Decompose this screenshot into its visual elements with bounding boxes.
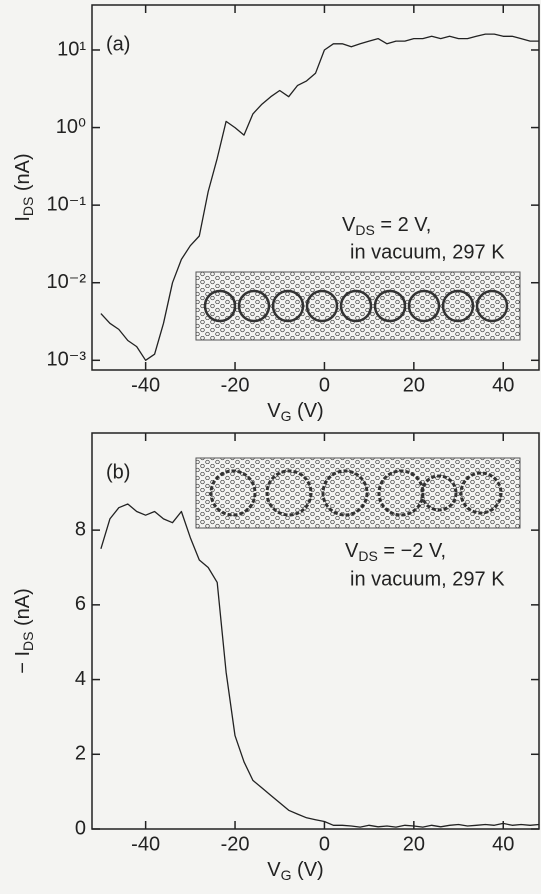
label-subscript: DS [355,222,374,238]
y-tick-label: 2 [75,743,86,765]
plot-frame [91,432,540,830]
x-tick-label: 0 [319,833,330,855]
x-tick-label: 40 [492,833,514,855]
label-subscript: DS [358,548,377,564]
label-part: (V) [292,400,324,422]
annotation: in vacuum, 297 K [350,241,505,263]
y-tick-label: 10¹ [57,38,86,60]
label-subscript: DS [20,197,36,216]
label-part: = 2 V, [375,214,432,236]
nanotube-inset [195,457,521,529]
label-part: V [342,214,356,236]
plot-frame [91,4,540,371]
y-tick-label: 0 [75,817,86,839]
panel-label: (a) [106,33,130,55]
data-line [100,33,539,361]
sub-label: VDS = 2 V, [342,214,431,237]
x-tick-label: 40 [492,374,514,396]
y-tick-label: 8 [75,518,86,540]
x-tick-label: -20 [221,833,250,855]
label-subscript: G [281,867,292,883]
y-tick-label: 10⁻³ [47,349,87,371]
sub-label: IDS (nA) [12,153,35,221]
label-subscript: DS [20,632,36,651]
x-tick-label: 20 [403,833,425,855]
y-tick-label: 6 [75,593,86,615]
label-subscript: G [281,408,292,424]
x-tick-label: 0 [319,374,330,396]
label-part: (nA) [12,153,34,196]
sub-label: VG (V) [267,400,323,423]
data-line [100,503,540,828]
label-part: V [267,859,281,881]
x-tick-label: -40 [131,833,160,855]
label-part: I [12,216,34,222]
y-tick-label: 10⁰ [56,116,86,138]
y-tick-label: 10⁻¹ [47,193,87,215]
y-tick-label: 10⁻² [47,271,87,293]
x-tick-label: -40 [131,374,160,396]
annotation: in vacuum, 297 K [350,568,505,590]
label-part: V [345,540,359,562]
label-part: = −2 V, [378,540,446,562]
x-tick-label: -20 [221,374,250,396]
y-tick-label: 4 [75,668,86,690]
label-part: (V) [292,859,324,881]
x-tick-label: 20 [403,374,425,396]
sub-label: VDS = −2 V, [345,540,446,563]
sub-label: VG (V) [267,859,323,882]
panel-label: (b) [106,461,130,483]
sub-label: − IDS (nA) [12,588,35,674]
label-part: V [267,400,281,422]
label-part: (nA) [12,588,34,631]
label-part: − I [12,651,34,674]
nanotube-inset [195,271,521,341]
